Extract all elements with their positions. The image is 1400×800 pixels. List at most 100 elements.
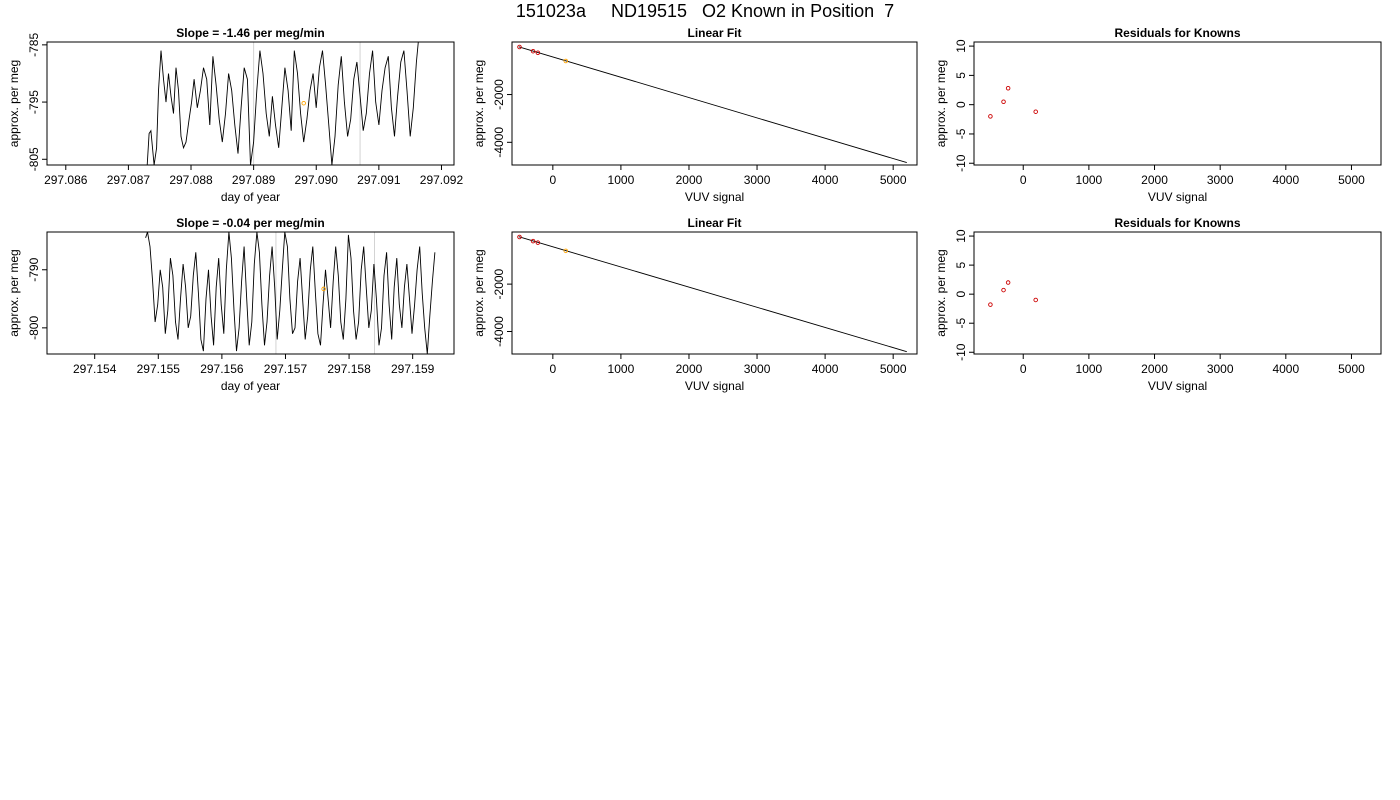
panel-2-xtick-label-1: 0 <box>549 173 556 187</box>
panel-2-ytick-label-2: -4000 <box>492 127 506 158</box>
panel-3-ylabel: approx. per meg <box>934 60 948 147</box>
panel-6-xtick-label-5: 4000 <box>1272 362 1299 376</box>
panel-1-ytick-label-1: -785 <box>27 33 41 57</box>
panel-3-ytick-label-3: 0 <box>954 101 968 108</box>
panel-3-xtick-label-6: 5000 <box>1338 173 1365 187</box>
panel-5-point-3 <box>535 240 541 245</box>
panel-2-fit-line <box>518 46 907 164</box>
panel-5-xtick-label-3: 2000 <box>676 362 703 376</box>
panel-4-xtick-label-2: 297.155 <box>137 362 181 376</box>
panel-1-ytick-label-2: -795 <box>27 90 41 114</box>
panel-3-point-4 <box>1033 109 1038 114</box>
panel-1-title: Slope = -1.46 per meg/min <box>176 26 324 40</box>
panel-6-ytick-label-5: -10 <box>954 343 968 361</box>
panel-1-xtick-label-7: 297.092 <box>420 173 464 187</box>
panel-3-point-3 <box>1005 86 1011 91</box>
panel-2-frame <box>511 41 918 166</box>
panel-6-xtick-label-6: 5000 <box>1338 362 1365 376</box>
panel-3-xtick-label-5: 4000 <box>1272 173 1299 187</box>
panel-5-point-4 <box>563 248 569 254</box>
panel-2-ylabel: approx. per meg <box>472 60 486 147</box>
panel-6-point-3 <box>1005 280 1011 285</box>
panel-5-point-1 <box>517 234 522 240</box>
panel-6-ytick-label-2: 5 <box>954 261 968 268</box>
panel-2-xtick-label-5: 4000 <box>812 173 839 187</box>
panel-6-xlabel: VUV signal <box>1148 379 1207 393</box>
panel-2-xtick-label-3: 2000 <box>676 173 703 187</box>
panel-5-fit-line <box>518 236 907 353</box>
panel-5-title: Linear Fit <box>687 216 741 230</box>
panel-6-point-4 <box>1033 297 1038 303</box>
panel-3-xlabel: VUV signal <box>1148 190 1207 204</box>
panel-2-point-2 <box>530 48 536 54</box>
panel-6-ytick-label-4: -5 <box>954 318 968 329</box>
panel-5-xlabel: VUV signal <box>685 379 744 393</box>
panel-4-ylabel: approx. per meg <box>7 249 21 336</box>
panel-6-title: Residuals for Knowns <box>1114 216 1240 230</box>
panel-2-ytick-label-1: -2000 <box>492 79 506 110</box>
panel-4-xtick-label-6: 297.159 <box>391 362 435 376</box>
panel-5-ylabel: approx. per meg <box>472 249 486 336</box>
panel-1-xtick-label-1: 297.086 <box>44 173 88 187</box>
panel-3-xtick-label-2: 1000 <box>1076 173 1103 187</box>
panel-5: 0 1000 2000 3000 4000 5000 -2000 -4000 Linear Fi… <box>472 216 918 393</box>
panel-4-xtick-label-5: 297.158 <box>327 362 371 376</box>
panel-5-xtick-label-1: 0 <box>549 362 556 376</box>
panel-4-ytick-label-1: -790 <box>27 257 41 281</box>
panel-2-point-1 <box>517 44 522 50</box>
panel-1-ytick-label-3: -805 <box>27 147 41 171</box>
panel-2-title: Linear Fit <box>687 26 741 40</box>
panel-1-xtick-label-4: 297.089 <box>232 173 276 187</box>
panel-6-frame <box>973 231 1382 355</box>
panel-4-title: Slope = -0.04 per meg/min <box>176 216 324 230</box>
panel-3-ytick-label-4: -5 <box>954 128 968 139</box>
panel-5-ytick-label-1: -2000 <box>492 268 506 299</box>
panel-1-xlabel: day of year <box>221 190 280 204</box>
panel-3: 0 1000 2000 3000 4000 5000 10 5 0 -5 -10 Residuals … <box>934 26 1382 204</box>
panel-1-xtick-label-3: 297.088 <box>169 173 213 187</box>
panel-2-point-3 <box>535 50 541 55</box>
panel-5-xtick-label-6: 5000 <box>880 362 907 376</box>
panel-6-point-2 <box>1001 287 1006 293</box>
panel-4: 297.154 297.155 297.156 297.157 297.158 297.1… <box>7 216 455 393</box>
panel-3-frame <box>973 41 1382 166</box>
panel-5-ytick-label-2: -4000 <box>492 316 506 347</box>
panel-1-xtick-label-2: 297.087 <box>107 173 151 187</box>
panel-3-xtick-label-4: 3000 <box>1207 173 1234 187</box>
panel-6-xtick-label-3: 2000 <box>1141 362 1168 376</box>
panel-2-xlabel: VUV signal <box>685 190 744 204</box>
panel-6-xtick-label-4: 3000 <box>1207 362 1234 376</box>
panel-1-ylabel: approx. per meg <box>7 60 21 147</box>
panel-6-ytick-label-3: 0 <box>954 291 968 298</box>
panel-4-highlight-point-1 <box>321 286 326 292</box>
panel-6-point-1 <box>988 302 993 307</box>
figure-title: 151023a ND19515 O2 Known in Position 7 <box>515 1 895 21</box>
panel-2-xtick-label-4: 3000 <box>744 173 771 187</box>
panel-6-ytick-label-1: 10 <box>954 229 968 243</box>
panel-2-xtick-label-6: 5000 <box>880 173 907 187</box>
panel-6-ylabel: approx. per meg <box>934 249 948 336</box>
panel-4-series-line <box>145 232 436 354</box>
panel-3-point-1 <box>988 114 993 119</box>
panel-4-xtick-label-3: 297.156 <box>200 362 244 376</box>
panel-1-frame <box>46 41 455 166</box>
panel-5-frame <box>511 231 918 355</box>
panel-4-xlabel: day of year <box>221 379 280 393</box>
panel-6-xtick-label-2: 1000 <box>1076 362 1103 376</box>
panel-2: 0 1000 2000 3000 4000 5000 -2000 -4000 Linear Fi… <box>472 26 918 204</box>
panel-1-highlight-point-1 <box>301 100 306 106</box>
panel-6: 0 1000 2000 3000 4000 5000 10 5 0 -5 -10 Residuals … <box>934 216 1382 393</box>
panel-1-series-line <box>146 42 419 165</box>
panel-3-xtick-label-3: 2000 <box>1141 173 1168 187</box>
panel-3-ytick-label-2: 5 <box>954 72 968 79</box>
panel-3-ytick-label-1: 10 <box>954 39 968 53</box>
panel-5-xtick-label-4: 3000 <box>744 362 771 376</box>
panel-4-xtick-label-4: 297.157 <box>264 362 308 376</box>
panel-1-xtick-label-6: 297.091 <box>357 173 401 187</box>
panel-2-point-4 <box>563 58 569 64</box>
panel-4-ytick-label-2: -800 <box>27 316 41 340</box>
panel-1: 297.086 297.087 297.088 297.089 297.090 297.0… <box>7 26 463 204</box>
panel-6-xtick-label-1: 0 <box>1020 362 1027 376</box>
panel-3-ytick-label-5: -10 <box>954 154 968 172</box>
